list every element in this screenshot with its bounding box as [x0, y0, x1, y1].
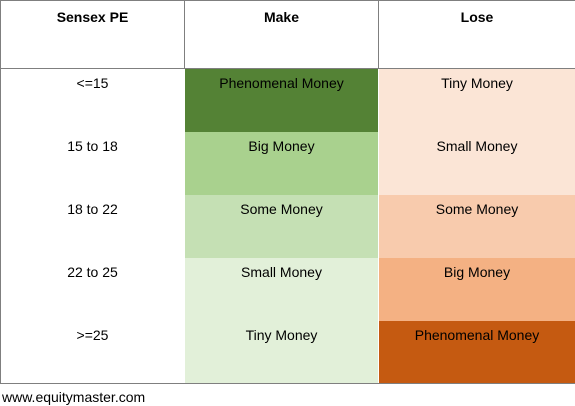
header-make: Make	[184, 0, 379, 69]
make-cell: Small Money	[184, 257, 379, 321]
source-credit: www.equitymaster.com	[2, 389, 146, 405]
lose-cell: Tiny Money	[378, 68, 575, 132]
table-row: <=15 Phenomenal Money Tiny Money	[0, 68, 575, 132]
pe-range-cell: >=25	[0, 320, 185, 384]
table-row: 18 to 22 Some Money Some Money	[0, 194, 575, 258]
make-cell: Tiny Money	[184, 320, 379, 384]
pe-range-cell: 22 to 25	[0, 257, 185, 321]
make-cell: Phenomenal Money	[184, 68, 379, 132]
sensex-pe-table: Sensex PE Make Lose <=15 Phenomenal Mone…	[0, 0, 575, 384]
lose-cell: Some Money	[378, 194, 575, 258]
header-row: Sensex PE Make Lose	[0, 0, 575, 69]
header-sensex-pe: Sensex PE	[0, 0, 185, 69]
pe-range-cell: 15 to 18	[0, 131, 185, 195]
lose-cell: Phenomenal Money	[378, 320, 575, 384]
pe-range-cell: <=15	[0, 68, 185, 132]
make-cell: Big Money	[184, 131, 379, 195]
lose-cell: Big Money	[378, 257, 575, 321]
table-row: 15 to 18 Big Money Small Money	[0, 131, 575, 195]
table-row: >=25 Tiny Money Phenomenal Money	[0, 320, 575, 384]
make-cell: Some Money	[184, 194, 379, 258]
table-row: 22 to 25 Small Money Big Money	[0, 257, 575, 321]
lose-cell: Small Money	[378, 131, 575, 195]
pe-range-cell: 18 to 22	[0, 194, 185, 258]
header-lose: Lose	[378, 0, 575, 69]
